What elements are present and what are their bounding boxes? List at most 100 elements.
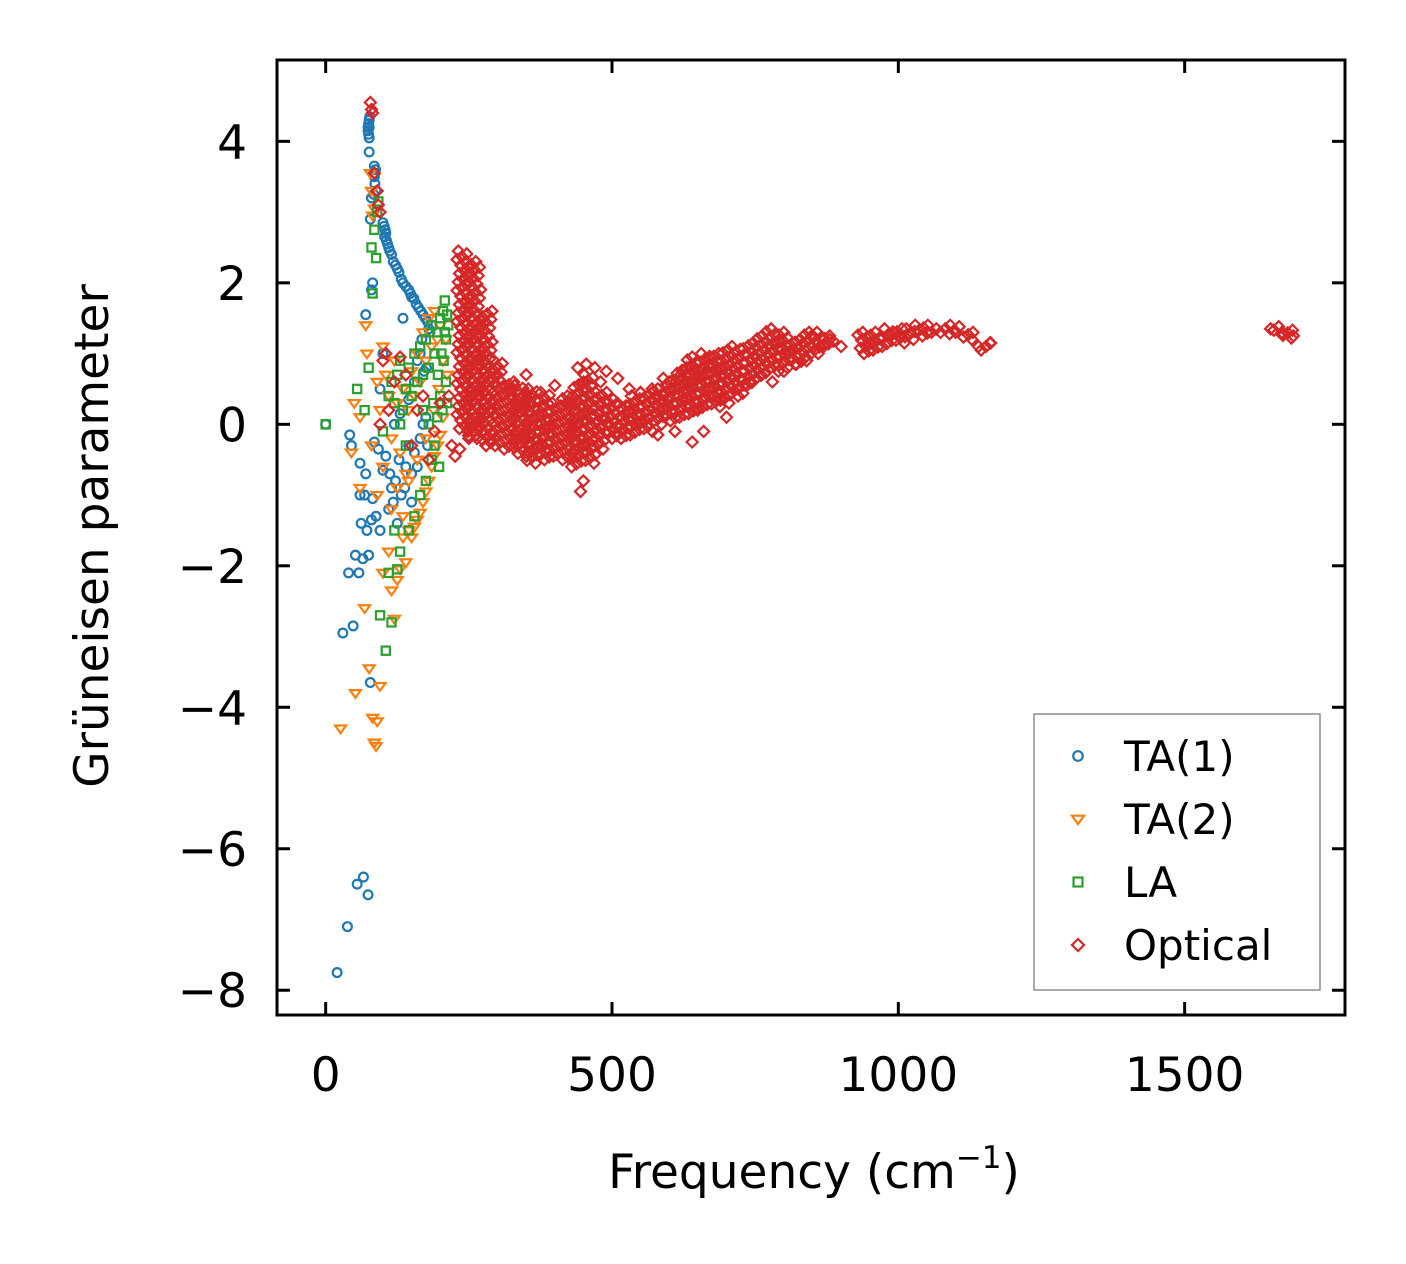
- optical-point: [576, 439, 591, 454]
- optical-point: [610, 371, 625, 386]
- ta-2--point: [358, 321, 374, 332]
- optical-point: [674, 363, 689, 378]
- ta-1--point: [363, 146, 375, 158]
- optical-point: [683, 358, 699, 373]
- optical-point: [616, 415, 631, 430]
- optical-point: [770, 336, 785, 351]
- optical-point: [656, 388, 671, 404]
- optical-point: [462, 265, 477, 280]
- optical-point: [742, 374, 757, 389]
- optical-point: [624, 419, 639, 434]
- la-point: [426, 320, 437, 331]
- optical-point: [817, 331, 832, 346]
- optical-point: [546, 418, 561, 433]
- x-axis-title: Frequency (cm−1): [608, 1140, 1020, 1200]
- optical-point: [519, 453, 535, 468]
- x-tick-label: 0: [311, 1048, 341, 1103]
- la-point: [436, 348, 447, 359]
- optical-point: [902, 327, 917, 342]
- optical-point: [474, 318, 489, 333]
- optical-point: [587, 439, 602, 454]
- optical-point: [644, 392, 659, 407]
- optical-point: [759, 355, 774, 370]
- optical-point: [974, 342, 989, 358]
- la-point: [363, 362, 374, 373]
- la-point: [394, 419, 406, 430]
- ta-2--point: [343, 448, 360, 460]
- optical-point: [465, 372, 480, 387]
- optical-point: [468, 254, 483, 269]
- optical-point: [858, 338, 873, 353]
- la-point: [403, 525, 414, 536]
- optical-point: [727, 383, 742, 398]
- optical-point: [547, 409, 562, 425]
- optical-point: [573, 484, 588, 499]
- optical-point: [467, 293, 482, 308]
- ta-2--point: [409, 455, 425, 467]
- ta-2--point: [389, 575, 405, 587]
- legend: TA(1) TA(2) LA Optical: [1033, 713, 1321, 991]
- ta-1--point: [363, 132, 375, 144]
- optical-point: [579, 413, 594, 428]
- optical-point: [822, 332, 837, 347]
- ta-1--point: [384, 468, 396, 480]
- optical-point: [501, 381, 516, 397]
- optical-point: [450, 283, 465, 298]
- optical-point: [592, 436, 607, 451]
- optical-point: [542, 443, 557, 458]
- optical-point: [1286, 328, 1301, 343]
- optical-point: [467, 262, 482, 278]
- optical-point: [542, 412, 557, 427]
- optical-point: [629, 416, 644, 431]
- optical-point: [452, 328, 467, 343]
- optical-point: [371, 197, 386, 213]
- optical-point: [623, 397, 638, 412]
- ta-1--point: [360, 468, 372, 480]
- optical-point: [530, 441, 545, 456]
- optical-point: [614, 401, 629, 416]
- optical-point: [670, 396, 685, 411]
- ta-2--point: [412, 508, 428, 520]
- optical-point: [718, 359, 733, 374]
- optical-point: [783, 337, 798, 352]
- optical-point: [565, 420, 580, 435]
- optical-point: [794, 344, 809, 359]
- optical-point: [680, 352, 695, 367]
- optical-point: [545, 426, 560, 441]
- optical-point: [749, 340, 764, 355]
- optical-point: [546, 449, 561, 464]
- optical-point: [451, 305, 466, 321]
- optical-point: [635, 399, 650, 414]
- optical-point: [519, 390, 535, 405]
- ta-2--point: [392, 565, 408, 576]
- optical-point: [472, 388, 488, 403]
- la-point: [417, 404, 429, 416]
- optical-point: [478, 315, 494, 330]
- optical-point: [952, 319, 967, 334]
- optical-point: [451, 398, 466, 414]
- ta-2--point: [389, 483, 405, 495]
- optical-point: [749, 371, 764, 386]
- optical-point: [771, 328, 787, 343]
- optical-point: [583, 387, 598, 402]
- optical-point: [565, 388, 580, 404]
- optical-point: [576, 376, 591, 391]
- optical-point: [576, 473, 591, 488]
- optical-point: [1271, 319, 1286, 334]
- legend-label: Optical: [1124, 921, 1272, 970]
- optical-point: [468, 427, 483, 442]
- ta-1--point: [411, 461, 423, 473]
- optical-point: [570, 386, 585, 401]
- optical-point: [639, 404, 654, 419]
- y-tick-label: 0: [217, 398, 247, 453]
- optical-point: [623, 427, 638, 442]
- optical-point: [811, 346, 826, 361]
- ta-1--point: [331, 967, 343, 979]
- optical-point: [656, 402, 671, 417]
- ta-1--point: [380, 450, 392, 462]
- optical-point: [478, 346, 494, 361]
- la-point: [397, 404, 409, 416]
- optical-point: [713, 374, 728, 389]
- optical-point: [580, 404, 595, 419]
